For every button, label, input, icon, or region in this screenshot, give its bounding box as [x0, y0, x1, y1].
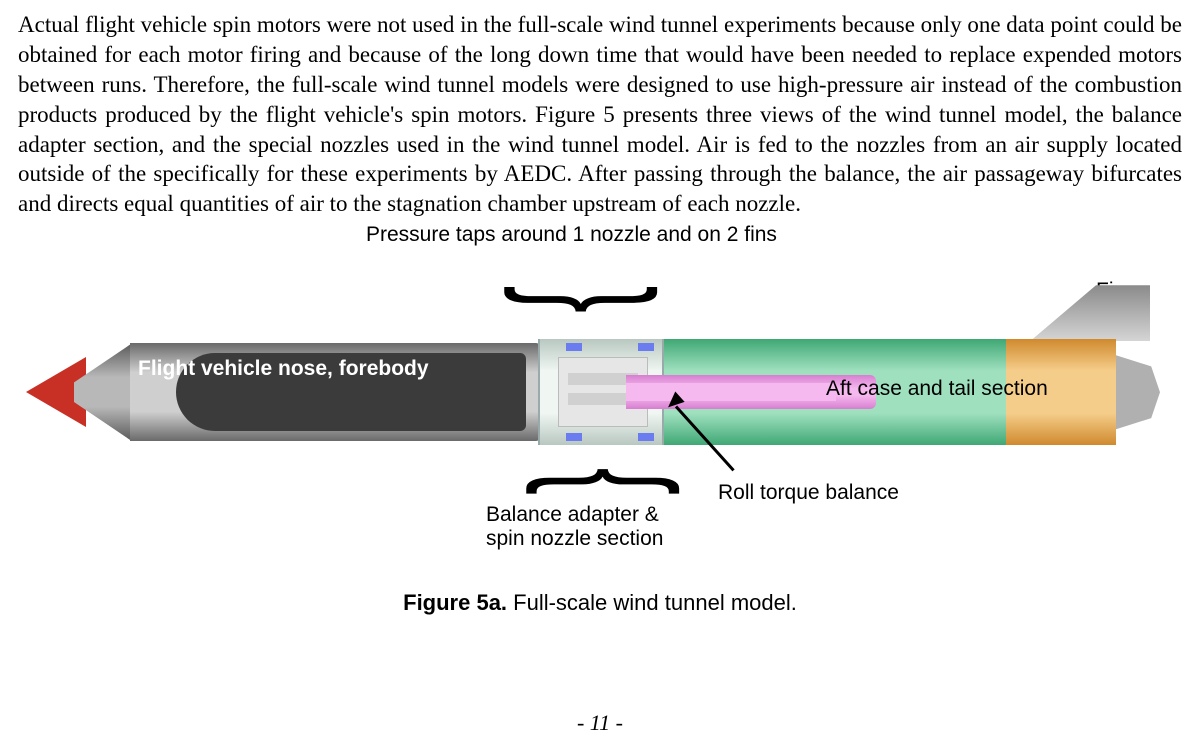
caption-text: Full-scale wind tunnel model. [507, 590, 797, 615]
figure-caption: Figure 5a. Full-scale wind tunnel model. [18, 589, 1182, 618]
page-number: - 11 - [0, 709, 1200, 738]
brace-bottom: } [567, 468, 616, 495]
label-aft-case: Aft case and tail section [826, 377, 1048, 401]
label-roll-torque: Roll torque balance [718, 481, 899, 505]
label-nose-forebody: Flight vehicle nose, forebody [138, 355, 429, 382]
body-paragraph: Actual flight vehicle spin motors were n… [18, 10, 1182, 219]
label-adapter-line2: spin nozzle section [486, 527, 663, 551]
fin-shape [1030, 285, 1150, 341]
pressure-tap-3 [566, 433, 582, 441]
tail-end [1116, 355, 1160, 429]
label-pressure-taps: Pressure taps around 1 nozzle and on 2 f… [366, 223, 777, 247]
pressure-tap-4 [638, 433, 654, 441]
caption-bold: Figure 5a. [403, 590, 507, 615]
figure-5a: Pressure taps around 1 nozzle and on 2 f… [18, 223, 1182, 583]
roll-balance-rod-inner [626, 383, 836, 401]
pressure-tap-2 [638, 343, 654, 351]
pressure-tap-1 [566, 343, 582, 351]
brace-top: } [567, 286, 616, 313]
label-adapter-line1: Balance adapter & [486, 503, 659, 527]
